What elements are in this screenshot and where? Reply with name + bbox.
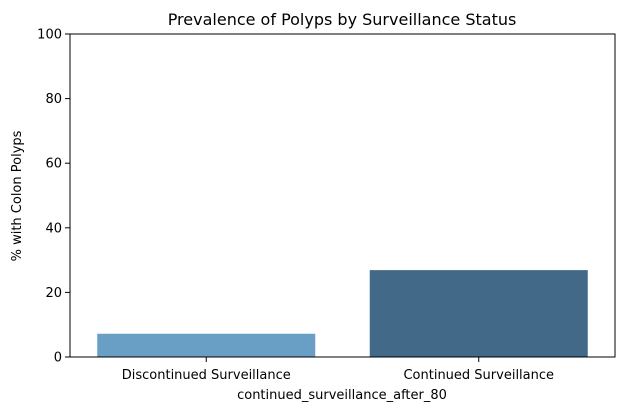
plot-frame [69,33,616,358]
y-tick-label: 40 [45,221,62,236]
bars-group [97,270,588,357]
x-tick-label: Continued Surveillance [403,368,554,383]
y-tick-label: 60 [45,157,62,172]
y-axis-label: % with Colon Polyps [10,130,25,261]
x-tick-label: Discontinued Surveillance [122,368,291,383]
x-axis-label: continued_surveillance_after_80 [237,388,447,403]
y-tick-label: 100 [37,28,62,43]
y-tick-label: 20 [45,286,62,301]
x-axis: Discontinued Surveillance Continued Surve… [122,357,554,383]
bar-discontinued [97,333,316,357]
y-tick-label: 80 [45,92,62,107]
chart-title: Prevalence of Polyps by Surveillance Sta… [168,10,517,29]
y-axis: 0 20 40 60 80 100 [37,28,70,366]
bar-continued [369,270,588,357]
y-tick-label: 0 [54,351,62,366]
